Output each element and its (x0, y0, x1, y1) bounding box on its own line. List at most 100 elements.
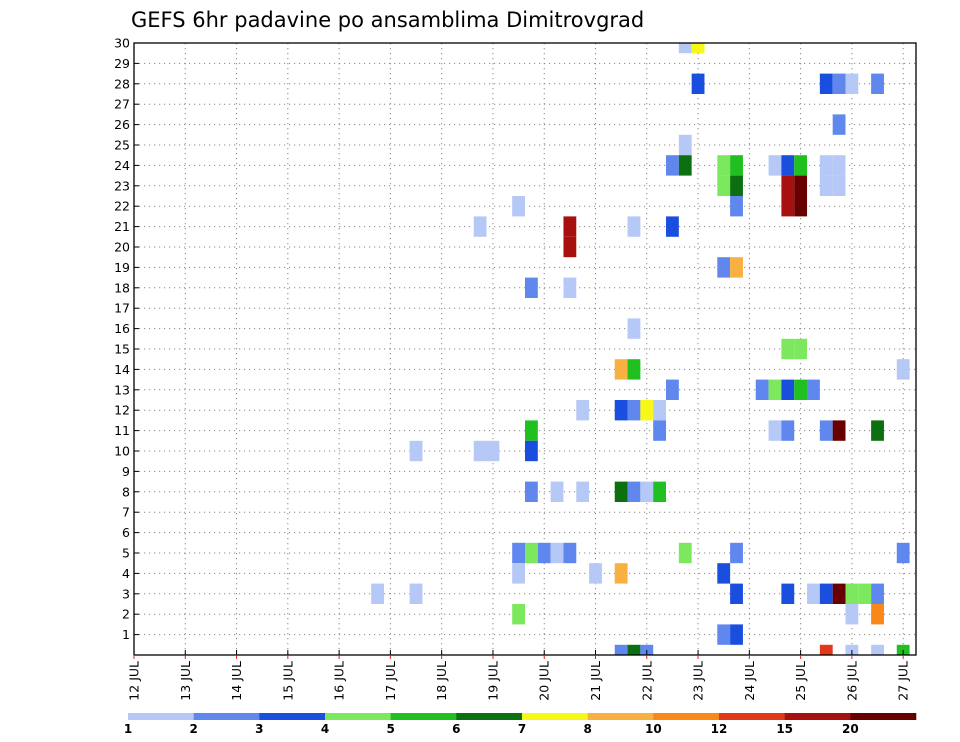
heatmap-cell (794, 338, 808, 360)
heatmap-cell (666, 216, 679, 237)
y-tick-label: 16 (114, 321, 130, 336)
heatmap-cell (563, 216, 577, 237)
y-tick-label: 1 (122, 627, 130, 642)
heatmap-cell (525, 420, 538, 441)
colorbar-label: 15 (776, 722, 793, 736)
y-tick-label: 5 (122, 546, 130, 561)
heatmap-cell (730, 175, 743, 196)
heatmap-cell (871, 583, 884, 604)
y-tick-label: 21 (114, 219, 130, 234)
y-tick-label: 19 (114, 260, 130, 275)
colorbar-swatch (128, 713, 194, 720)
colorbar-label: 3 (255, 722, 263, 736)
y-tick-label: 18 (114, 280, 130, 295)
heatmap-cell (755, 379, 769, 400)
heatmap-cell (627, 359, 641, 380)
chart-title: GEFS 6hr padavine po ansamblima Dimitrov… (131, 8, 644, 32)
colorbar-label: 7 (518, 722, 526, 736)
heatmap-cell (832, 175, 846, 196)
heatmap-cell (512, 604, 525, 625)
heatmap-cell (832, 420, 846, 441)
y-tick-label: 11 (114, 423, 130, 438)
y-tick-label: 15 (114, 342, 130, 357)
heatmap-cell (896, 359, 910, 380)
heatmap-cell (576, 400, 590, 421)
heatmap-cell (653, 481, 667, 502)
heatmap-cell (832, 114, 846, 135)
colorbar: 1 2 3 4 5 6 7 8 10 12 15 20 (124, 713, 917, 736)
colorbar-label: 8 (583, 722, 591, 736)
y-tick-label: 2 (122, 607, 130, 622)
heatmap-cell (717, 624, 731, 645)
heatmap-cell (525, 542, 538, 564)
heatmap-cell (794, 175, 808, 196)
heatmap-cell (768, 379, 782, 400)
heatmap-cell (819, 644, 833, 655)
heatmap-cell (832, 155, 846, 176)
heatmap-cell (627, 644, 641, 655)
heatmap-cell (807, 379, 820, 400)
heatmap-cell (819, 175, 833, 196)
heatmap-cell (653, 420, 667, 441)
heatmap-cells (371, 43, 910, 655)
heatmap-cell (614, 359, 628, 380)
heatmap-cell (794, 155, 808, 176)
heatmap-cell (896, 644, 910, 655)
heatmap-cell (512, 542, 525, 564)
colorbar-label: 1 (124, 722, 132, 736)
heatmap-cell (807, 583, 820, 604)
heatmap-cell (550, 542, 564, 564)
y-tick-label: 24 (114, 158, 130, 173)
y-tick-label: 26 (114, 117, 130, 132)
heatmap-cell (781, 155, 795, 176)
heatmap-cell (730, 257, 743, 278)
colorbar-swatch (653, 713, 720, 720)
heatmap-cell (730, 624, 743, 645)
x-tick-label: 22 JUL (639, 661, 654, 701)
x-tick-label: 21 JUL (588, 661, 603, 701)
heatmap-cell (627, 400, 641, 421)
y-tick-label: 13 (114, 382, 130, 397)
heatmap-cell (409, 440, 423, 462)
y-tick-label: 22 (114, 199, 130, 214)
heatmap-cell (666, 155, 679, 176)
heatmap-cell (871, 644, 884, 655)
y-tick-label: 6 (122, 525, 130, 540)
heatmap-cell (717, 563, 731, 584)
colorbar-swatch (390, 713, 457, 720)
heatmap-cell (640, 644, 654, 655)
heatmap-cell (730, 583, 743, 604)
colorbar-swatch (259, 713, 326, 720)
heatmap-cell (845, 604, 859, 625)
x-tick-label: 27 JUL (896, 661, 911, 701)
x-tick-label: 25 JUL (793, 661, 808, 701)
colorbar-swatch (784, 713, 851, 720)
heatmap-cell (486, 440, 500, 462)
heatmap-cell (512, 563, 525, 584)
colorbar-swatch (456, 713, 523, 720)
heatmap-cell (640, 400, 654, 421)
y-tick-label: 23 (114, 178, 130, 193)
heatmap-cell (678, 134, 692, 156)
heatmap-cell (871, 420, 884, 441)
heatmap-cell (473, 216, 487, 237)
colorbar-label: 20 (842, 722, 859, 736)
heatmap-cell (409, 583, 423, 604)
heatmap-cell (627, 481, 641, 502)
heatmap-cell (717, 175, 731, 196)
y-tick-label: 14 (114, 362, 130, 377)
heatmap-cell (819, 155, 833, 176)
heatmap-cell (781, 196, 795, 217)
heatmap-cell (781, 583, 795, 604)
x-tick-label: 12 JUL (127, 661, 142, 701)
heatmap-cell (768, 155, 782, 176)
heatmap-cell (819, 583, 833, 604)
heatmap-cell (845, 644, 859, 655)
heatmap-cell (563, 236, 577, 258)
x-tick-label: 19 JUL (485, 661, 500, 701)
heatmap-cell (678, 542, 692, 564)
heatmap-cell (627, 216, 641, 237)
heatmap-cell (576, 481, 590, 502)
colorbar-swatch (522, 713, 588, 720)
